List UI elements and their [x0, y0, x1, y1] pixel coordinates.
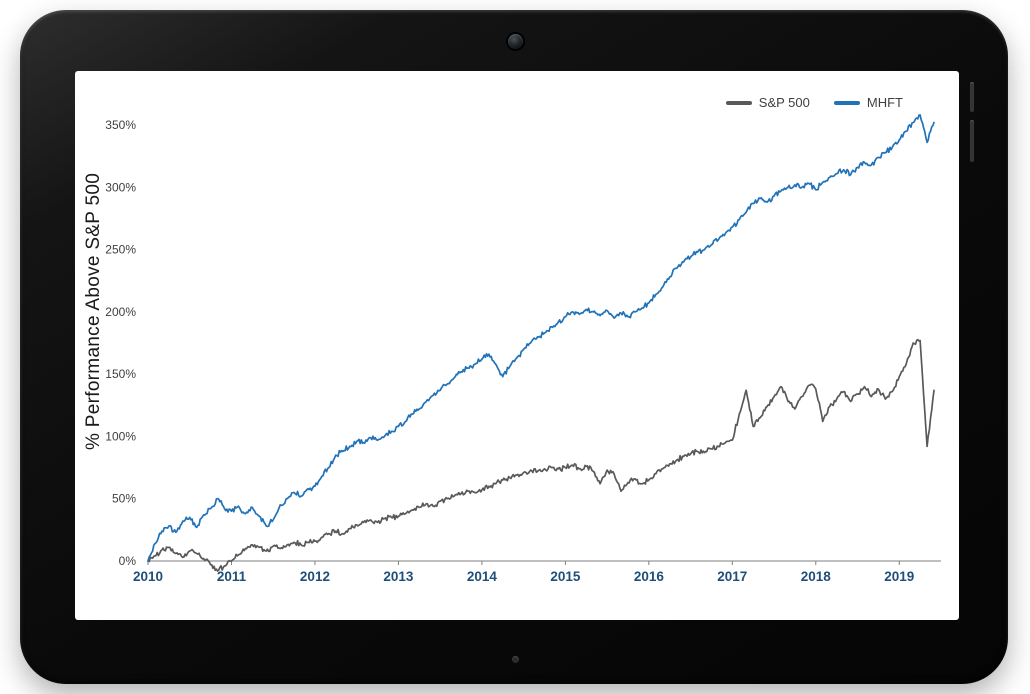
svg-text:2016: 2016	[634, 569, 665, 584]
tablet-frame: 2010 2011 2012 2013 2014 2015 2016 2017 2018 2019…	[20, 10, 1008, 684]
chart-canvas: 2010 2011 2012 2013 2014 2015 2016 2017 2018 2019…	[105, 114, 941, 584]
svg-text:300%: 300%	[105, 180, 136, 194]
chart-legend: S&P 500 MHFT	[725, 95, 903, 110]
svg-text:250%: 250%	[105, 243, 136, 257]
front-camera-icon	[508, 34, 523, 49]
svg-text:2014: 2014	[467, 569, 498, 584]
svg-text:2017: 2017	[717, 569, 747, 584]
side-button	[970, 82, 974, 112]
home-indicator	[512, 656, 519, 663]
svg-text:2011: 2011	[217, 569, 247, 584]
svg-text:200%: 200%	[105, 305, 136, 319]
mhft-line-swatch-icon	[833, 100, 860, 105]
legend-label-sp500: S&P 500	[758, 95, 810, 110]
legend-item-mhft: MHFT	[833, 95, 903, 110]
svg-text:2018: 2018	[801, 569, 832, 584]
svg-text:50%: 50%	[112, 492, 136, 506]
sp500-line-swatch-icon	[725, 100, 752, 105]
y-axis-title: % Performance Above S&P 500	[83, 172, 104, 450]
tablet-screen: 2010 2011 2012 2013 2014 2015 2016 2017 2018 2019…	[75, 71, 959, 620]
legend-label-mhft: MHFT	[866, 95, 903, 110]
legend-item-sp500: S&P 500	[725, 95, 810, 110]
side-button	[970, 120, 974, 162]
svg-text:2013: 2013	[383, 569, 414, 584]
svg-text:100%: 100%	[105, 429, 136, 443]
svg-text:350%: 350%	[105, 118, 136, 132]
svg-text:2015: 2015	[550, 569, 581, 584]
svg-text:150%: 150%	[105, 367, 136, 381]
svg-text:2019: 2019	[884, 569, 914, 584]
svg-text:0%: 0%	[119, 554, 137, 568]
svg-text:2010: 2010	[133, 569, 163, 584]
svg-text:2012: 2012	[300, 569, 330, 584]
